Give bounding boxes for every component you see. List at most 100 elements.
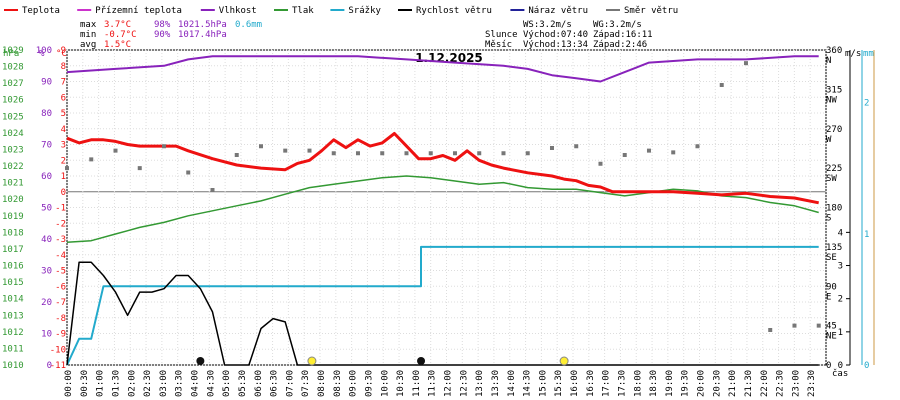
temperature-tick-label: -5 [55, 267, 66, 277]
legend-label: Rychlost větru [416, 6, 492, 16]
wind-direction-point [283, 148, 288, 153]
x-tick-label: 01:30 [111, 370, 121, 397]
wind-direction-point [671, 150, 676, 155]
wind-direction-point [307, 148, 312, 153]
temperature-tick-label: 6 [61, 93, 66, 103]
legend-label: Náraz větru [528, 6, 588, 16]
x-tick-label: 22:00 [760, 370, 770, 397]
humidity-tick-label: 20 [41, 298, 52, 308]
moon-rise: Východ:13:34 [523, 40, 588, 50]
x-tick-label: 20:00 [697, 370, 707, 397]
temperature-series [66, 132, 819, 205]
wind-direction-point [65, 166, 69, 171]
direction-tick-dir: W [826, 135, 832, 145]
wind-direction-point [574, 144, 579, 149]
rain-tick-label: 0 [864, 361, 869, 371]
direction-tick-dir: N [826, 56, 831, 66]
sunrise-marker [307, 356, 317, 366]
temperature-tick-label: -9 [55, 330, 66, 340]
x-tick-label: 02:00 [127, 370, 137, 397]
direction-tick-dir: E [826, 292, 831, 302]
wind-axis-unit: m/s [845, 49, 861, 59]
wind-direction-point [113, 148, 118, 153]
pressure-tick-label: 1021 [2, 179, 24, 189]
x-tick-label: 15:30 [554, 370, 564, 397]
x-tick-label: 01:00 [96, 370, 106, 397]
direction-tick-dir: SW [826, 174, 837, 184]
x-tick-label: 12:30 [459, 370, 469, 397]
legend-label: Přízemní teplota [95, 6, 182, 16]
wind-direction-point [477, 151, 482, 156]
legend-label: Srážky [348, 6, 381, 16]
wind-direction-point [210, 188, 215, 192]
x-tick-label: 00:30 [80, 370, 90, 397]
x-tick-label: 14:00 [507, 370, 517, 397]
x-tick-label: 11:00 [412, 370, 422, 397]
humidity-tick-label: 70 [41, 141, 52, 151]
wind-direction-point [549, 146, 554, 150]
x-tick-label: 00:00 [64, 370, 74, 397]
wind-direction-point [792, 323, 797, 328]
pressure-tick-label: 1024 [2, 129, 24, 139]
temperature-tick-label: -4 [55, 251, 66, 261]
moonrise-marker [417, 357, 426, 365]
temperature-tick-label: -6 [55, 282, 66, 292]
stat-rain: 0.6mm [235, 20, 262, 30]
stat-humidity: 90% [154, 30, 171, 40]
x-tick-label: 08:30 [333, 370, 343, 397]
stat-temp: 1.5°C [104, 40, 131, 50]
temperature-axis-unit: °C [56, 49, 67, 59]
pressure-tick-label: 1022 [2, 162, 24, 172]
wind-direction-point [404, 151, 409, 156]
x-tick-label: 03:30 [175, 370, 185, 397]
pressure-tick-label: 1010 [2, 361, 24, 371]
humidity-tick-label: 30 [41, 267, 52, 277]
x-tick-label: 12:00 [444, 370, 454, 397]
temperature-tick-label: 7 [61, 78, 66, 88]
pressure-axis-unit: hPa [3, 49, 19, 59]
wind-direction-point [501, 151, 506, 156]
x-tick-label: 17:00 [602, 370, 612, 397]
x-tick-label: 07:00 [285, 370, 295, 397]
humidity-tick-label: 40 [41, 235, 52, 245]
wind-direction-point [743, 61, 748, 66]
x-tick-label: 19:30 [681, 370, 691, 397]
x-tick-label: 20:30 [712, 370, 722, 397]
temperature-tick-label: 1 [61, 172, 66, 182]
temperature-tick-label: -11 [50, 361, 66, 371]
wind-direction-point [137, 166, 142, 171]
stat-pressure: 1021.5hPa [178, 20, 227, 30]
x-tick-label: 18:30 [649, 370, 659, 397]
stat-label: min [80, 30, 96, 40]
x-tick-label: 10:00 [380, 370, 390, 397]
direction-tick-label: 90 [826, 282, 837, 292]
humidity-tick-label: 100 [36, 46, 52, 56]
pressure-tick-label: 1019 [2, 212, 24, 222]
sun-set: Západ:16:11 [593, 30, 653, 40]
humidity-tick-label: 50 [41, 204, 52, 214]
direction-tick-dir: S [826, 214, 831, 224]
direction-tick-dir: SE [826, 253, 837, 263]
wind-direction-point [234, 153, 239, 157]
pressure-tick-label: 1018 [2, 228, 24, 238]
wind-direction-point [452, 151, 457, 156]
wind-tick-label: 3 [838, 262, 843, 272]
humidity-tick-label: 80 [41, 109, 52, 119]
rain-axis-unit: mm [863, 49, 874, 59]
x-tick-label: 04:00 [191, 370, 201, 397]
stat-label: avg [80, 40, 96, 50]
temperature-tick-label: 0 [61, 188, 66, 198]
wind-direction-point [355, 151, 360, 156]
x-tick-label: 09:00 [349, 370, 359, 397]
wind-speed-summary: WS:3.2m/s [523, 20, 572, 30]
temperature-tick-label: 3 [61, 141, 66, 151]
x-tick-label: 13:00 [475, 370, 485, 397]
x-tick-label: 21:30 [744, 370, 754, 397]
wind-speed-series [66, 261, 819, 366]
x-tick-label: 13:30 [491, 370, 501, 397]
wind-direction-point [598, 161, 603, 166]
rain-tick-label: 2 [864, 99, 869, 109]
pressure-tick-label: 1028 [2, 63, 24, 73]
